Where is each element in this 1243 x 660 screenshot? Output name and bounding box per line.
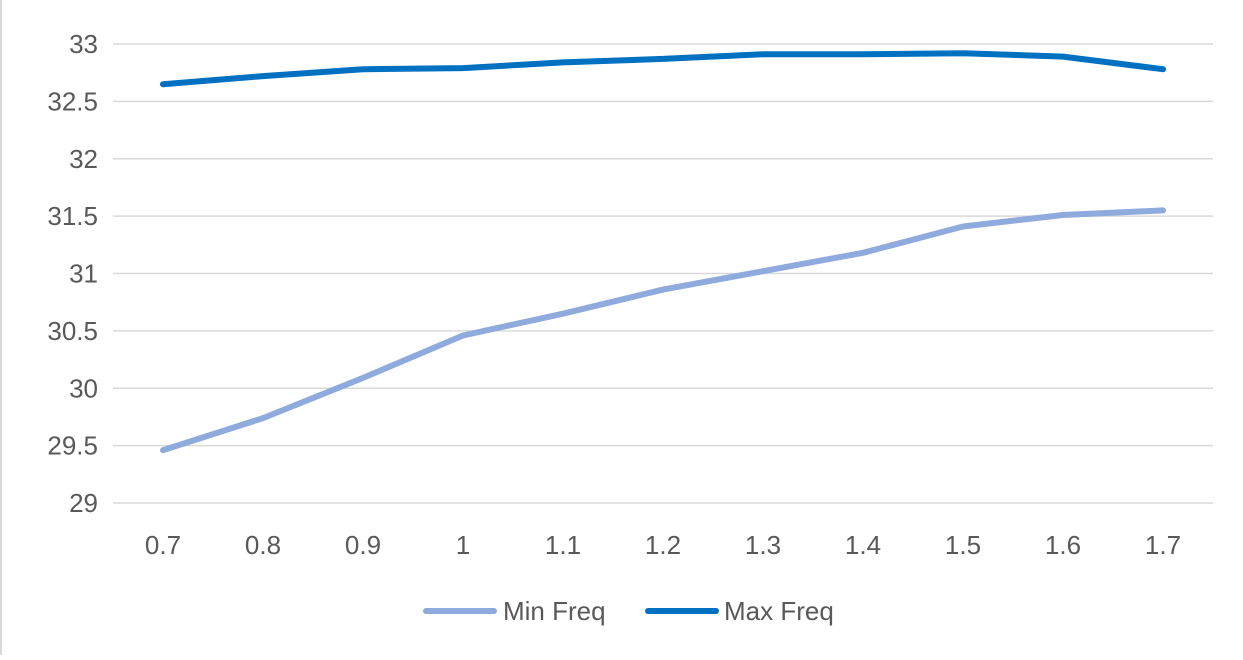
y-tick-label: 29 — [69, 488, 98, 518]
y-tick-label: 31.5 — [47, 201, 98, 231]
y-tick-label: 32.5 — [47, 86, 98, 116]
y-tick-label: 29.5 — [47, 431, 98, 461]
x-tick-label: 1.6 — [1045, 530, 1081, 560]
x-tick-label: 1.7 — [1145, 530, 1181, 560]
x-tick-label: 1.4 — [845, 530, 881, 560]
x-tick-label: 0.9 — [345, 530, 381, 560]
y-tick-label: 30.5 — [47, 316, 98, 346]
x-tick-label: 1.5 — [945, 530, 981, 560]
gridlines — [113, 44, 1213, 503]
x-axis-tick-labels: 0.7 0.8 0.9 1 1.1 1.2 1.3 1.4 1.5 1.6 1.7 — [145, 530, 1181, 560]
y-tick-label: 30 — [69, 373, 98, 403]
y-tick-label: 33 — [69, 29, 98, 59]
legend-label: Max Freq — [724, 596, 834, 626]
x-tick-label: 1.3 — [745, 530, 781, 560]
x-tick-label: 0.8 — [245, 530, 281, 560]
x-tick-label: 1.1 — [545, 530, 581, 560]
y-axis-tick-labels: 29 29.5 30 30.5 31 31.5 32 32.5 33 — [47, 29, 98, 518]
legend: Min Freq Max Freq — [426, 596, 834, 626]
legend-label: Min Freq — [503, 596, 606, 626]
chart-border — [0, 0, 2, 655]
series-lines — [163, 53, 1163, 450]
x-tick-label: 1.2 — [645, 530, 681, 560]
y-tick-label: 31 — [69, 259, 98, 289]
x-tick-label: 1 — [456, 530, 470, 560]
y-tick-label: 32 — [69, 144, 98, 174]
x-tick-label: 0.7 — [145, 530, 181, 560]
series-line-max-freq — [163, 53, 1163, 84]
